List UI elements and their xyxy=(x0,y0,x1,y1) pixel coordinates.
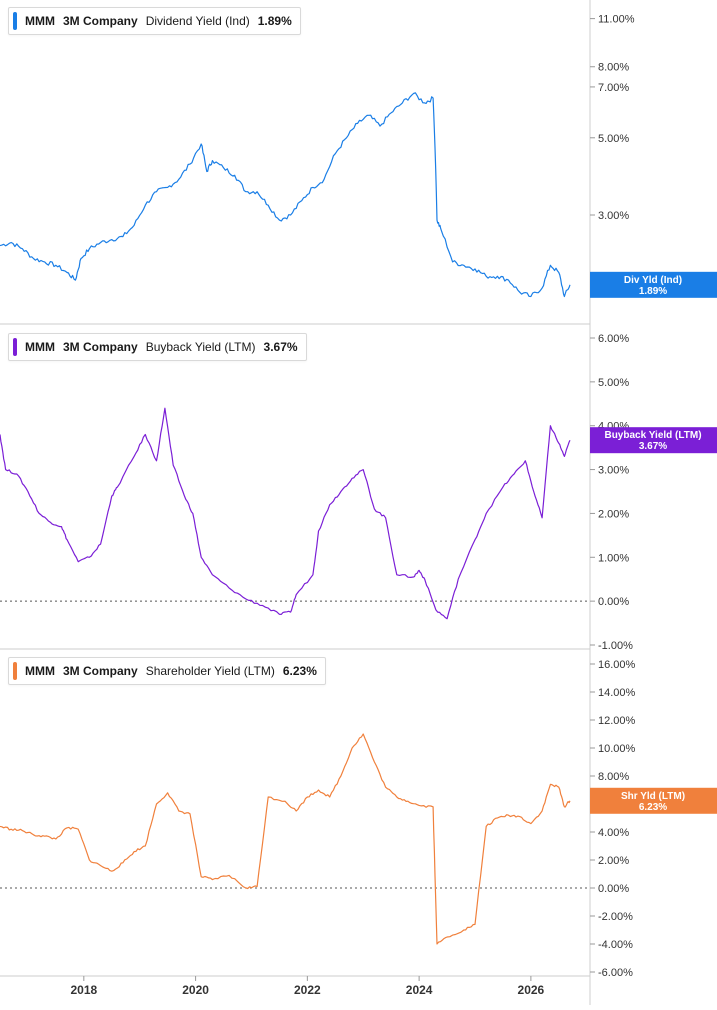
legend-value: 3.67% xyxy=(263,340,298,354)
value-badge-label: Buyback Yield (LTM) xyxy=(604,430,701,441)
x-tick-label: 2024 xyxy=(406,983,433,997)
y-tick-label: 14.00% xyxy=(598,687,636,699)
y-tick-label: 0.00% xyxy=(598,883,629,895)
value-badge xyxy=(590,427,717,454)
value-badge-value: 1.89% xyxy=(639,286,667,297)
y-tick-label: 4.00% xyxy=(598,827,629,839)
y-tick-label: 0.00% xyxy=(598,596,629,608)
y-tick-label: 2.00% xyxy=(598,508,629,520)
series-line xyxy=(0,733,571,945)
legend-ticker: MMM xyxy=(25,340,55,354)
y-tick-label: 16.00% xyxy=(598,659,636,671)
y-tick-label: -1.00% xyxy=(598,640,633,652)
x-tick-label: 2020 xyxy=(182,983,209,997)
legend-company: 3M Company xyxy=(63,340,138,354)
panel-3: -6.00%-4.00%-2.00%0.00%2.00%4.00%6.00%8.… xyxy=(0,659,717,979)
value-badge xyxy=(590,787,717,814)
value-badge xyxy=(590,271,717,298)
value-badge-label: Shr Yld (LTM) xyxy=(621,791,685,802)
legend-company: 3M Company xyxy=(63,664,138,678)
value-badge-value: 6.23% xyxy=(639,802,667,813)
y-tick-label: -2.00% xyxy=(598,911,633,923)
y-tick-label: 1.00% xyxy=(598,552,629,564)
y-tick-label: 6.00% xyxy=(598,333,629,345)
y-tick-label: 12.00% xyxy=(598,715,636,727)
y-tick-label: 10.00% xyxy=(598,743,636,755)
y-tick-label: 5.00% xyxy=(598,377,629,389)
legend-metric: Dividend Yield (Ind) xyxy=(145,14,250,28)
x-tick-label: 2018 xyxy=(70,983,97,997)
y-tick-label: 2.00% xyxy=(598,855,629,867)
y-tick-label: 3.00% xyxy=(598,210,629,222)
y-tick-label: -4.00% xyxy=(598,939,633,951)
legend-metric: Shareholder Yield (LTM) xyxy=(145,664,275,678)
x-tick-label: 2026 xyxy=(518,983,545,997)
panel-3-legend[interactable]: MMM 3M Company Shareholder Yield (LTM) 6… xyxy=(8,657,326,685)
series-color-swatch xyxy=(13,662,17,680)
series-color-swatch xyxy=(13,338,17,356)
legend-metric: Buyback Yield (LTM) xyxy=(145,340,256,354)
panel-2: -1.00%0.00%1.00%2.00%3.00%4.00%5.00%6.00… xyxy=(0,333,717,652)
legend-company: 3M Company xyxy=(63,14,138,28)
value-badge-label: Div Yld (Ind) xyxy=(624,275,682,286)
panel-2-legend[interactable]: MMM 3M Company Buyback Yield (LTM) 3.67% xyxy=(8,333,307,361)
x-tick-label: 2022 xyxy=(294,983,321,997)
series-line xyxy=(0,407,571,620)
y-tick-label: -6.00% xyxy=(598,967,633,979)
y-tick-label: 3.00% xyxy=(598,465,629,477)
legend-ticker: MMM xyxy=(25,14,55,28)
panel-1: 3.00%5.00%7.00%8.00%11.00%2.00%Div Yld (… xyxy=(0,14,717,325)
series-color-swatch xyxy=(13,12,17,30)
y-tick-label: 8.00% xyxy=(598,62,629,74)
y-tick-label: 7.00% xyxy=(598,82,629,94)
y-tick-label: 11.00% xyxy=(598,14,635,26)
value-badge-value: 3.67% xyxy=(639,441,667,452)
y-tick-label: 5.00% xyxy=(598,133,629,145)
legend-ticker: MMM xyxy=(25,664,55,678)
y-tick-label: 8.00% xyxy=(598,771,629,783)
panel-1-legend[interactable]: MMM 3M Company Dividend Yield (Ind) 1.89… xyxy=(8,7,301,35)
legend-value: 6.23% xyxy=(282,664,317,678)
legend-value: 1.89% xyxy=(257,14,292,28)
series-line xyxy=(0,92,571,298)
